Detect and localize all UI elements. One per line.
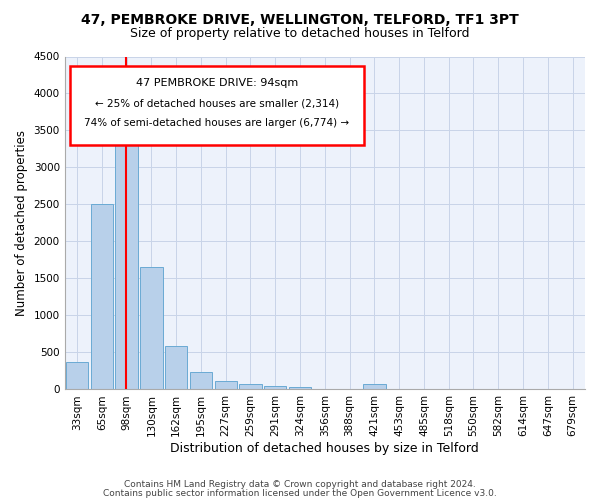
Text: 47 PEMBROKE DRIVE: 94sqm: 47 PEMBROKE DRIVE: 94sqm xyxy=(136,78,298,88)
X-axis label: Distribution of detached houses by size in Telford: Distribution of detached houses by size … xyxy=(170,442,479,455)
FancyBboxPatch shape xyxy=(70,66,364,144)
Bar xyxy=(66,362,88,390)
Text: 47, PEMBROKE DRIVE, WELLINGTON, TELFORD, TF1 3PT: 47, PEMBROKE DRIVE, WELLINGTON, TELFORD,… xyxy=(81,12,519,26)
Bar xyxy=(165,346,187,390)
Bar xyxy=(289,387,311,390)
Y-axis label: Number of detached properties: Number of detached properties xyxy=(15,130,28,316)
Bar xyxy=(140,268,163,390)
Text: ← 25% of detached houses are smaller (2,314): ← 25% of detached houses are smaller (2,… xyxy=(95,98,339,108)
Text: Contains HM Land Registry data © Crown copyright and database right 2024.: Contains HM Land Registry data © Crown c… xyxy=(124,480,476,489)
Text: 74% of semi-detached houses are larger (6,774) →: 74% of semi-detached houses are larger (… xyxy=(85,118,349,128)
Bar xyxy=(115,112,138,390)
Text: Size of property relative to detached houses in Telford: Size of property relative to detached ho… xyxy=(130,28,470,40)
Text: Contains public sector information licensed under the Open Government Licence v3: Contains public sector information licen… xyxy=(103,489,497,498)
Bar xyxy=(91,204,113,390)
Bar xyxy=(239,384,262,390)
Bar xyxy=(264,386,286,390)
Bar xyxy=(190,372,212,390)
Bar xyxy=(215,382,237,390)
Bar xyxy=(363,384,386,390)
